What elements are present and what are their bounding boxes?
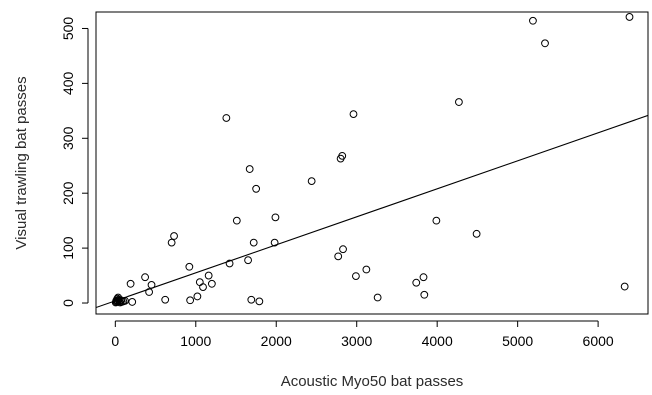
data-point bbox=[307, 177, 316, 186]
data-point bbox=[349, 110, 358, 119]
data-point bbox=[249, 238, 258, 247]
x-tick-label: 2000 bbox=[261, 333, 292, 349]
plot-marks bbox=[96, 13, 648, 309]
data-point bbox=[222, 114, 231, 122]
data-point bbox=[420, 290, 429, 299]
data-point bbox=[232, 216, 241, 225]
data-point bbox=[625, 13, 634, 21]
x-tick-label: 0 bbox=[111, 333, 119, 349]
x-axis: 0 1000 2000 3000 4000 5000 6000 bbox=[111, 320, 614, 349]
data-point bbox=[529, 16, 537, 25]
data-point bbox=[161, 295, 170, 304]
data-point bbox=[244, 256, 252, 265]
x-tick-label: 4000 bbox=[422, 333, 453, 349]
data-point bbox=[412, 278, 421, 287]
data-point bbox=[186, 296, 195, 305]
data-point bbox=[419, 273, 428, 282]
data-point bbox=[541, 39, 549, 48]
data-point bbox=[270, 238, 279, 247]
y-tick-label: 500 bbox=[60, 17, 76, 41]
plot-area bbox=[96, 13, 648, 309]
y-tick-label: 100 bbox=[60, 236, 76, 260]
data-point bbox=[126, 279, 135, 288]
data-point bbox=[373, 293, 382, 302]
y-tick-label: 0 bbox=[60, 299, 76, 307]
x-tick-label: 1000 bbox=[180, 333, 211, 349]
data-point bbox=[204, 271, 213, 280]
x-tick-label: 6000 bbox=[583, 333, 614, 349]
y-tick-label: 400 bbox=[60, 71, 76, 95]
data-point bbox=[145, 288, 154, 296]
x-tick-label: 5000 bbox=[502, 333, 533, 349]
y-axis: 0 100 200 300 400 500 bbox=[60, 17, 89, 307]
data-point bbox=[334, 252, 343, 261]
data-point bbox=[352, 272, 360, 281]
data-point bbox=[620, 282, 629, 291]
data-point bbox=[170, 232, 178, 240]
x-tick-label: 3000 bbox=[341, 333, 372, 349]
data-point bbox=[147, 280, 156, 289]
data-point bbox=[252, 184, 261, 193]
data-point bbox=[225, 259, 234, 268]
data-point bbox=[167, 238, 176, 247]
data-point bbox=[193, 292, 202, 301]
data-point bbox=[141, 273, 149, 282]
y-tick-label: 300 bbox=[60, 126, 76, 150]
data-point bbox=[128, 298, 137, 306]
data-point bbox=[339, 245, 347, 254]
data-point bbox=[247, 295, 256, 304]
data-point bbox=[121, 296, 129, 305]
data-point bbox=[255, 297, 264, 306]
data-point bbox=[207, 279, 216, 288]
data-point bbox=[432, 216, 441, 225]
data-point bbox=[245, 165, 254, 173]
data-point bbox=[185, 262, 194, 271]
y-axis-title: Visual trawling bat passes bbox=[13, 76, 30, 249]
data-point bbox=[338, 151, 347, 160]
data-point bbox=[455, 98, 463, 106]
data-point bbox=[271, 213, 280, 222]
data-point bbox=[199, 283, 207, 291]
data-point bbox=[472, 229, 481, 238]
plot-frame bbox=[95, 11, 649, 315]
regression-line bbox=[96, 114, 648, 309]
y-tick-label: 200 bbox=[60, 181, 76, 205]
data-point bbox=[195, 278, 204, 287]
x-axis-title: Acoustic Myo50 bat passes bbox=[281, 373, 464, 390]
data-point bbox=[362, 265, 371, 274]
